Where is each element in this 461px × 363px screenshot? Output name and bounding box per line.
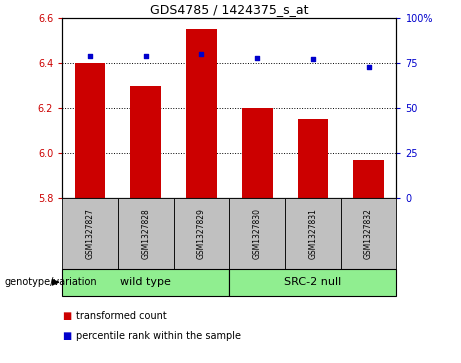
Text: GSM1327830: GSM1327830 — [253, 208, 262, 259]
Text: GSM1327827: GSM1327827 — [86, 208, 95, 259]
Text: GSM1327831: GSM1327831 — [308, 208, 318, 259]
Text: transformed count: transformed count — [76, 311, 167, 321]
Bar — [186, 29, 217, 198]
Text: GSM1327829: GSM1327829 — [197, 208, 206, 259]
Point — [86, 53, 94, 59]
Text: ■: ■ — [62, 331, 71, 341]
Title: GDS4785 / 1424375_s_at: GDS4785 / 1424375_s_at — [150, 3, 308, 16]
Text: GSM1327832: GSM1327832 — [364, 208, 373, 259]
Bar — [242, 108, 272, 198]
Point — [142, 53, 149, 59]
Text: genotype/variation: genotype/variation — [5, 277, 97, 287]
Text: percentile rank within the sample: percentile rank within the sample — [76, 331, 241, 341]
Bar — [298, 119, 328, 198]
Text: wild type: wild type — [120, 277, 171, 287]
Bar — [353, 160, 384, 198]
Bar — [75, 63, 106, 198]
Text: GSM1327828: GSM1327828 — [141, 208, 150, 258]
Text: ■: ■ — [62, 311, 71, 321]
Point — [365, 64, 372, 70]
Point — [254, 55, 261, 61]
Text: SRC-2 null: SRC-2 null — [284, 277, 342, 287]
Point — [198, 51, 205, 57]
Bar — [130, 86, 161, 198]
Point — [309, 57, 317, 62]
